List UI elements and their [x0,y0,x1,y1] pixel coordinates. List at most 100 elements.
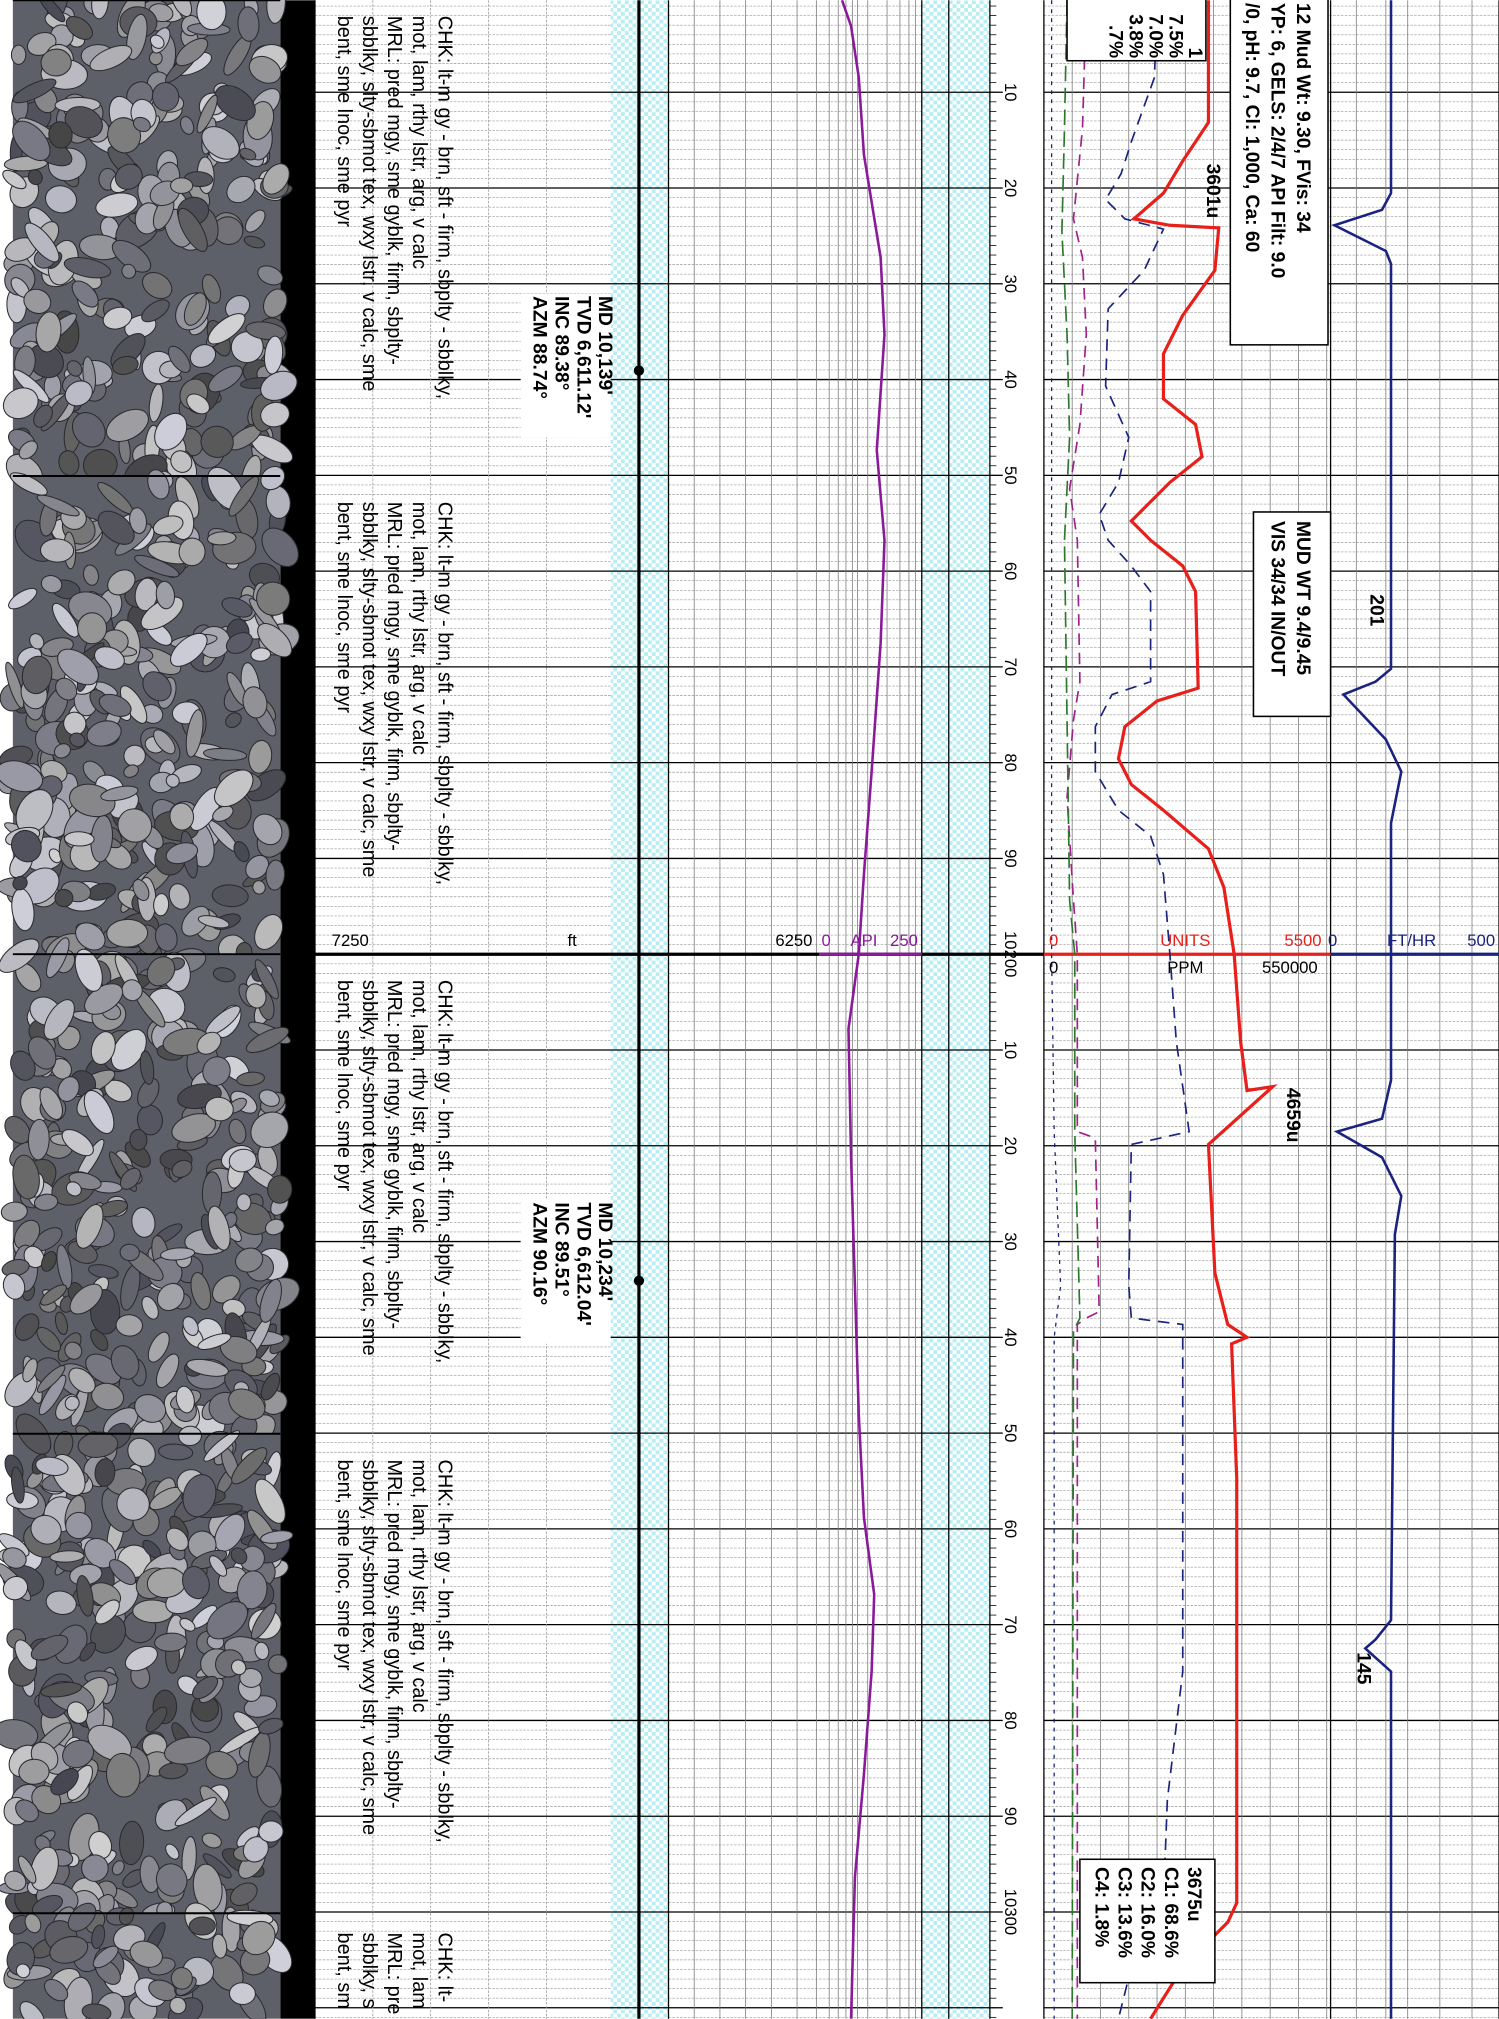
rock-chip [11,1466,25,1504]
rock-chip [180,116,195,135]
lithology-description: sbblky, slty-sbmot tex, wxy lstr, v calc… [358,502,380,878]
rock-chip [182,1566,210,1600]
rock-chip [77,612,108,645]
survey-text: AZM 88.74° [529,296,550,399]
rock-chip [179,1617,196,1632]
rock-chip [186,393,210,415]
rock-chip [12,1154,40,1200]
rock-chip [40,1681,83,1698]
lithology-description: sbblky, slty-sbmot tex, wxy lstr, v calc… [358,16,380,392]
rock-chip [83,1089,115,1135]
rock-chip [145,1706,168,1733]
rock-chip [131,1206,156,1238]
rop-value: 145 [1353,1652,1374,1684]
rock-chip [134,1394,167,1423]
rock-chip [12,875,28,891]
rock-chip [260,1372,281,1401]
rock-chip [13,1219,41,1250]
rock-chip [12,78,57,104]
rock-chip [30,1514,62,1545]
rock-chip [91,1382,124,1411]
lithology-description: MRL: pred mgy, sme gyblk, firm, sbplty- [383,16,405,365]
rock-chip [267,1654,288,1675]
rock-chip [251,1602,277,1640]
rock-chip [141,299,170,323]
rock-chip [254,959,279,1000]
rock-chip [212,967,236,983]
rock-chip [4,1115,31,1144]
survey-text: INC 89.38° [550,296,571,390]
rock-chip [254,914,284,950]
rock-chip [50,1768,79,1796]
survey-point [633,365,645,376]
lithology-description: CHK: lt-m gy - brn, sft - firm, sbplty -… [433,502,455,885]
scale-label: API [850,931,877,950]
depth-label: 60 [1001,1520,1020,1539]
rock-chip [235,1247,264,1273]
rock-chip [75,922,106,951]
rock-chip [171,1113,217,1143]
rock-chip [146,956,176,987]
rock-chip [175,1385,195,1414]
cuttings-photos [0,0,300,2019]
rock-chip [14,1313,40,1341]
rock-chip [231,1447,268,1485]
rock-chip [36,1365,66,1393]
gas-ratio: .7% [1105,25,1126,58]
rock-chip [202,747,248,761]
rock-chip [212,805,234,822]
total-gas-curve [1116,0,1278,2019]
rock-chip [225,632,253,654]
rock-chip [236,1570,268,1610]
lithology-description: CHK: lt-m gy - brn, sft - firm, sbplty -… [433,16,455,399]
scale-label: 6250 [775,931,812,950]
lithology-description: CHK: lt-m gy - brn, sft - firm, sbplty -… [433,1459,455,1842]
rock-chip [24,1913,42,1934]
gas-sample: C4: 1.8% [1090,1867,1111,1947]
rock-chip [71,412,106,448]
rock-chip [245,1026,290,1054]
rock-chip [190,1272,212,1311]
gas-sample: C2: 16.0% [1137,1867,1158,1958]
rock-chip [2,1575,29,1601]
rock-chip [29,633,45,650]
rock-chip [81,1854,109,1882]
lithology-description: MRL: pre [383,1933,405,2015]
rock-chip [115,1314,144,1337]
rock-chip [108,1559,137,1586]
survey-text: TVD 6,612.04' [572,1202,593,1325]
rock-chip [33,404,53,428]
rock-chip [201,274,222,304]
rock-chip [65,16,93,40]
rock-chip [90,1031,116,1065]
rock-chip [167,345,191,373]
rock-chip [52,602,79,638]
rock-chip [245,854,270,880]
rock-chip [230,331,264,364]
rock-chip [203,1430,241,1462]
lithology-description: MRL: pred mgy, sme gyblk, firm, sbplty- [383,1459,405,1808]
rock-chip [69,732,86,748]
rock-chip [92,1945,119,1969]
depth-label: 30 [1001,1232,1020,1251]
rock-chip [65,1511,93,1540]
rock-chip [233,841,250,863]
rock-chip [132,116,151,133]
depth-label: 70 [1001,1615,1020,1634]
rock-chip [169,177,194,194]
rock-chip [239,147,257,161]
lithology-description: bent, sme lnoc, sme pyr [333,1459,355,1671]
rock-chip [252,813,283,846]
rock-chip [189,344,217,368]
scale-label: ft [567,931,577,950]
rock-chip [237,6,260,42]
rock-chip [95,192,139,218]
rock-chip [208,365,243,393]
rock-chip [91,0,109,20]
scale-label: UNITS [1160,931,1210,950]
rock-chip [204,1096,234,1122]
survey-text: TVD 6,611.12' [572,296,593,418]
rock-chip [2,169,27,190]
mud-weight: MUD WT 9.4/9.45 [1292,521,1313,675]
rock-chip [267,1175,293,1204]
